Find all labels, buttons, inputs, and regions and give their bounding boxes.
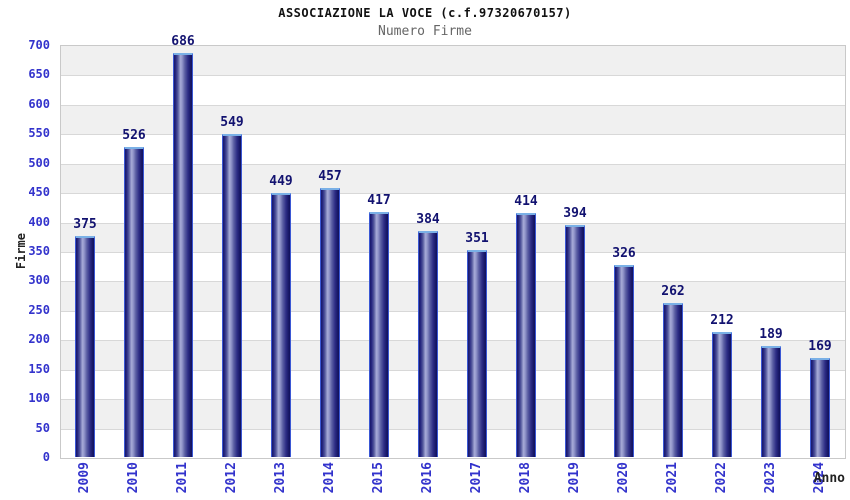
bar-value-label: 449	[269, 174, 293, 189]
chart-title: ASSOCIAZIONE LA VOCE (c.f.97320670157)	[278, 6, 572, 20]
bar-value-label: 549	[220, 115, 244, 130]
y-tick-label: 500	[28, 156, 50, 170]
chart-subtitle: Numero Firme	[378, 24, 472, 39]
y-tick-label: 0	[42, 450, 50, 464]
gridline	[61, 193, 845, 194]
bar-value-label: 526	[122, 128, 146, 143]
x-tick-label: 2012	[224, 462, 239, 494]
bar-value-label: 189	[759, 327, 783, 342]
gridline	[61, 223, 845, 224]
y-tick-label: 700	[28, 38, 50, 52]
bar-2020	[614, 265, 634, 457]
bar-value-label: 414	[514, 194, 538, 209]
gridline	[61, 164, 845, 165]
x-tick-label: 2021	[665, 462, 680, 494]
y-tick-label: 350	[28, 244, 50, 258]
y-tick-label: 650	[28, 67, 50, 81]
bar-value-label: 212	[710, 313, 734, 328]
gridline	[61, 429, 845, 430]
bar-value-label: 351	[465, 231, 489, 246]
y-tick-label: 150	[28, 362, 50, 376]
x-tick-label: 2016	[420, 462, 435, 494]
gridline	[61, 75, 845, 76]
bar-2010	[124, 147, 144, 457]
bar-value-label: 384	[416, 212, 440, 227]
gridline	[61, 399, 845, 400]
bar-2024	[810, 358, 830, 457]
gridline	[61, 370, 845, 371]
x-tick-label: 2014	[322, 462, 337, 494]
y-tick-label: 450	[28, 185, 50, 199]
y-tick-label: 100	[28, 391, 50, 405]
bar-value-label: 375	[73, 217, 97, 232]
bar-2016	[418, 231, 438, 457]
x-tick-label: 2009	[77, 462, 92, 494]
x-tick-label: 2018	[518, 462, 533, 494]
y-tick-label: 50	[35, 421, 50, 435]
bar-2015	[369, 212, 389, 457]
x-tick-label: 2017	[469, 462, 484, 494]
bar-2013	[271, 193, 291, 457]
bar-2019	[565, 225, 585, 457]
bar-value-label: 262	[661, 284, 685, 299]
x-tick-label: 2019	[567, 462, 582, 494]
bar-value-label: 686	[171, 34, 195, 49]
y-axis-title: Firme	[14, 233, 28, 270]
gridline	[61, 252, 845, 253]
y-tick-label: 300	[28, 273, 50, 287]
y-tick-label: 600	[28, 97, 50, 111]
x-tick-label: 2015	[371, 462, 386, 494]
bar-value-label: 394	[563, 206, 587, 221]
bar-2022	[712, 332, 732, 457]
x-tick-label: 2020	[616, 462, 631, 494]
bar-2012	[222, 134, 242, 457]
gridline	[61, 281, 845, 282]
x-tick-label: 2010	[126, 462, 141, 494]
x-tick-label: 2011	[175, 462, 190, 494]
bar-value-label: 457	[318, 169, 342, 184]
bar-2009	[75, 236, 95, 457]
bar-2018	[516, 213, 536, 457]
bar-value-label: 326	[612, 246, 636, 261]
y-tick-label: 550	[28, 126, 50, 140]
y-tick-label: 200	[28, 332, 50, 346]
gridline	[61, 134, 845, 135]
y-tick-label: 400	[28, 215, 50, 229]
bar-value-label: 169	[808, 339, 832, 354]
x-tick-label: 2013	[273, 462, 288, 494]
bar-2021	[663, 303, 683, 457]
bar-2014	[320, 188, 340, 457]
y-tick-label: 250	[28, 303, 50, 317]
bar-2017	[467, 250, 487, 457]
bar-2011	[173, 53, 193, 457]
gridline	[61, 105, 845, 106]
bar-value-label: 417	[367, 193, 391, 208]
x-tick-label: 2023	[763, 462, 778, 494]
x-axis-title: Anno	[813, 471, 845, 486]
gridline	[61, 311, 845, 312]
bar-2023	[761, 346, 781, 457]
gridline	[61, 340, 845, 341]
x-tick-label: 2022	[714, 462, 729, 494]
